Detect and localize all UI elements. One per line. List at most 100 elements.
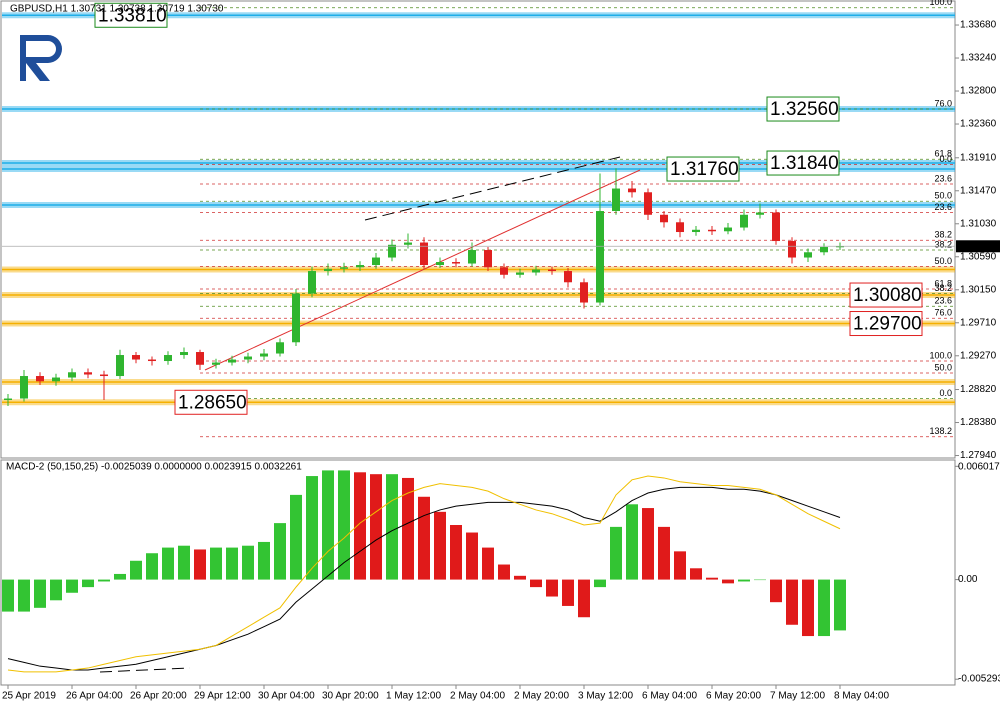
histogram-bar <box>450 525 462 580</box>
histogram-bar <box>594 579 606 588</box>
candle-body <box>676 222 684 233</box>
x-tick-label: 1 May 12:00 <box>386 691 441 702</box>
candle-body <box>84 372 92 375</box>
histogram-bar <box>786 579 798 625</box>
fib-label: 76.0 <box>934 98 952 108</box>
level-label: 1.29700 <box>853 314 922 335</box>
fib-label: 23.6 <box>934 202 952 212</box>
y-tick-label: 1.29710 <box>960 317 997 328</box>
current-price-box <box>956 240 1000 253</box>
candle-body <box>180 352 188 356</box>
frame <box>0 0 956 686</box>
histogram-bar <box>178 545 190 580</box>
price-panel-frame <box>0 0 956 459</box>
histogram-bar <box>290 494 302 580</box>
candle-body <box>564 271 572 283</box>
candle-body <box>548 269 556 272</box>
y-tick-label: 1.30590 <box>960 251 997 262</box>
x-tick-label: 6 May 20:00 <box>706 691 761 702</box>
x-tick-label: 26 Apr 04:00 <box>66 691 123 702</box>
x-tick-label: 26 Apr 20:00 <box>130 691 187 702</box>
y-tick-label: 1.32360 <box>960 119 997 130</box>
indicator-line <box>7 486 841 671</box>
fib-label: 76.0 <box>934 308 952 318</box>
candle-body <box>612 188 620 212</box>
histogram-bar <box>50 579 62 601</box>
candle-body <box>660 214 668 223</box>
x-tick-label: 25 Apr 2019 <box>2 691 56 702</box>
histogram-bar <box>754 579 766 581</box>
plot: 1.33680 1.33240 1.32800 1.32360 1.31910 1.314… <box>2 20 1000 702</box>
fib-label: 38.2 <box>934 239 952 249</box>
x-tick-label: 30 Apr 20:00 <box>322 691 379 702</box>
fib-label: 0.0 <box>939 154 952 164</box>
histogram-bar <box>146 553 158 580</box>
histogram-bar <box>2 579 14 612</box>
histogram-bar <box>418 496 430 580</box>
current-price-label: 1.30730 <box>959 241 996 252</box>
histogram-bar <box>482 547 494 580</box>
x-tick-label: 8 May 04:00 <box>834 691 889 702</box>
level-label: 1.31840 <box>770 153 839 174</box>
candle-body <box>740 214 748 228</box>
histogram-bar <box>34 579 46 608</box>
fib-label: 100.0 <box>929 350 952 360</box>
candle-body <box>148 359 156 362</box>
macd-panel-frame <box>0 459 956 686</box>
candle-body <box>116 355 124 377</box>
candle-body <box>532 269 540 273</box>
indicator-line <box>7 475 841 673</box>
candle-body <box>276 342 284 354</box>
candle-body <box>100 374 108 377</box>
y-tick-label: 1.28820 <box>960 384 997 395</box>
trend-line <box>204 169 641 371</box>
candle-body <box>36 376 44 382</box>
y-tick-label: 1.31030 <box>960 218 997 229</box>
logo <box>20 35 62 81</box>
level-label: 1.30080 <box>853 285 922 306</box>
fib-label: 23.6 <box>934 296 952 306</box>
fib-label: 38.2 <box>934 230 952 240</box>
candle-body <box>372 257 380 266</box>
histogram-bar <box>834 579 846 631</box>
histogram-bar <box>18 579 30 612</box>
candle-body <box>516 272 524 275</box>
candle-body <box>436 262 444 266</box>
histogram-bar <box>322 470 334 580</box>
y-tick-label: 1.32800 <box>960 86 997 97</box>
candle-body <box>628 188 636 193</box>
candle-body <box>196 352 204 365</box>
candle-body <box>580 282 588 303</box>
candle-body <box>420 242 428 266</box>
candle-body <box>260 353 268 357</box>
y-tick-label: 1.31910 <box>960 152 997 163</box>
y-tick-label: 1.33240 <box>960 53 997 64</box>
candle-body <box>212 362 220 365</box>
candle-body <box>164 355 172 362</box>
y-tick-label: 0.00 <box>958 574 978 585</box>
level-label-box <box>766 150 840 176</box>
histogram-bar <box>162 547 174 580</box>
level-label-box <box>666 156 740 182</box>
candle-body <box>484 250 492 268</box>
histogram-bar <box>370 474 382 580</box>
candle-body <box>452 262 460 264</box>
histogram-bar <box>98 579 110 582</box>
histogram-bar <box>738 579 750 582</box>
fib-label: 50.0 <box>934 191 952 201</box>
level-label-box <box>849 282 923 308</box>
candle-body <box>724 227 732 232</box>
fib-label: 138.2 <box>929 426 952 436</box>
macd-channel-line <box>99 667 191 673</box>
x-tick-label: 3 May 12:00 <box>578 691 633 702</box>
histogram-bar <box>658 526 670 580</box>
y-tick-label: 1.31470 <box>960 185 997 196</box>
candle-body <box>692 229 700 233</box>
histogram-bar <box>306 476 318 580</box>
histogram-bar <box>802 579 814 637</box>
candle-body <box>388 244 396 258</box>
candle-body <box>68 372 76 378</box>
histogram-bar <box>706 577 718 580</box>
histogram-bar <box>66 579 78 593</box>
